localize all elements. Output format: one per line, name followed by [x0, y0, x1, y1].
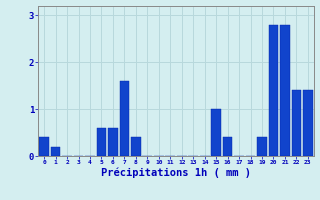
Bar	[108, 128, 118, 156]
Bar	[120, 81, 129, 156]
Bar	[280, 25, 290, 156]
Bar	[211, 109, 221, 156]
Bar	[292, 90, 301, 156]
Bar	[223, 137, 232, 156]
Bar	[131, 137, 141, 156]
Bar	[303, 90, 313, 156]
Bar	[39, 137, 49, 156]
X-axis label: Précipitations 1h ( mm ): Précipitations 1h ( mm )	[101, 168, 251, 178]
Bar	[257, 137, 267, 156]
Bar	[51, 147, 60, 156]
Bar	[268, 25, 278, 156]
Bar	[97, 128, 106, 156]
